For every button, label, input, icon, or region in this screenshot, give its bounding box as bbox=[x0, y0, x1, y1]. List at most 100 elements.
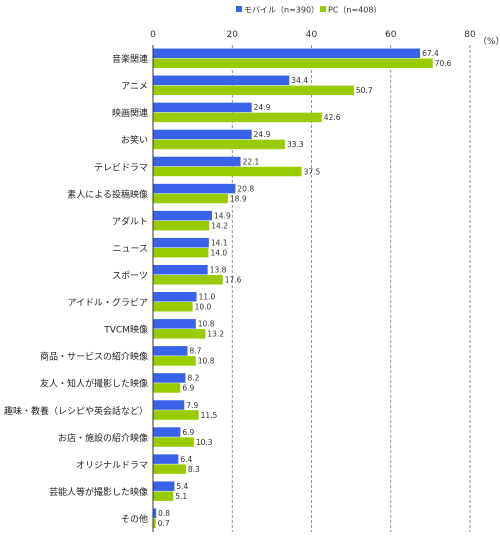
bar-mobile bbox=[153, 48, 421, 59]
x-tick-60: 60 bbox=[385, 30, 397, 40]
value-label-pc: 50.7 bbox=[356, 86, 373, 95]
bar-pc bbox=[153, 491, 174, 501]
bars: 67.470.6 34.4 50.7 24.9 42.6 24.9 33.3 22.1 37.5… bbox=[153, 48, 452, 528]
value-label-pc: 70.6 bbox=[435, 59, 452, 68]
bar-pc bbox=[153, 329, 206, 339]
value-label-mobile: 10.8 bbox=[198, 320, 215, 329]
value-label-mobile: 0.8 bbox=[158, 509, 170, 518]
category-label: 趣味・教養（レシピや英会話など） bbox=[4, 405, 148, 417]
value-label-pc: 14.0 bbox=[210, 248, 227, 257]
value-label-pc: 10.3 bbox=[196, 438, 213, 447]
value-label-pc: 6.9 bbox=[182, 384, 194, 393]
value-label-mobile: 6.9 bbox=[182, 428, 194, 437]
category-label: 友人・知人が撮影した映像 bbox=[40, 378, 148, 390]
category-label: アニメ bbox=[121, 82, 148, 92]
bar-mobile bbox=[153, 427, 181, 437]
bar-mobile bbox=[153, 102, 252, 113]
value-label-mobile: 8.7 bbox=[189, 347, 201, 356]
category-label: 商品・サービスの紹介映像 bbox=[40, 351, 148, 363]
bar-mobile bbox=[153, 454, 179, 464]
category-label: 音楽関連 bbox=[112, 53, 148, 65]
legend-label-1: PC（n=408） bbox=[328, 6, 381, 15]
bar-pc bbox=[153, 247, 209, 258]
bar-pc bbox=[153, 518, 156, 528]
bar-pc bbox=[153, 356, 196, 366]
bar-pc bbox=[153, 58, 433, 69]
bar-mobile bbox=[153, 75, 290, 86]
value-label-mobile: 24.9 bbox=[254, 103, 271, 112]
bar-mobile bbox=[153, 346, 188, 356]
value-label-mobile: 7.9 bbox=[186, 401, 198, 410]
bar-pc bbox=[153, 220, 210, 231]
bar-pc bbox=[153, 437, 194, 447]
category-label: お店・施設の紹介映像 bbox=[58, 432, 148, 444]
x-axis-ticks: 0 20 40 60 80 bbox=[150, 30, 476, 40]
bar-mobile bbox=[153, 237, 209, 248]
gridlines bbox=[231, 45, 471, 532]
value-label-pc: 5.1 bbox=[175, 492, 187, 501]
legend-label-0: モバイル（n=390） bbox=[244, 6, 319, 15]
value-label-mobile: 24.9 bbox=[254, 130, 271, 139]
bar-mobile bbox=[153, 481, 175, 491]
category-label: アダルト bbox=[112, 215, 148, 227]
bar-mobile bbox=[153, 129, 252, 140]
bar-mobile bbox=[153, 156, 241, 167]
bar-pc bbox=[153, 383, 181, 393]
value-label-pc: 10.0 bbox=[195, 303, 212, 312]
bar-mobile bbox=[153, 292, 197, 302]
category-label: TVCM映像 bbox=[103, 324, 148, 336]
category-label: テレビドラマ bbox=[94, 162, 148, 173]
value-label-pc: 14.2 bbox=[211, 221, 228, 230]
value-label-pc: 37.5 bbox=[304, 167, 321, 176]
x-tick-20: 20 bbox=[227, 30, 239, 40]
bar-pc bbox=[153, 166, 302, 177]
bar-pc bbox=[153, 302, 193, 312]
value-label-pc: 17.6 bbox=[225, 275, 242, 284]
bar-mobile bbox=[153, 319, 196, 329]
value-label-pc: 42.6 bbox=[324, 113, 341, 122]
legend-swatch-1 bbox=[320, 6, 326, 12]
unit-label: （%） bbox=[478, 36, 500, 47]
value-label-mobile: 5.4 bbox=[176, 482, 188, 491]
bar-mobile bbox=[153, 183, 236, 194]
legend-swatch-0 bbox=[236, 6, 242, 12]
value-label-pc: 18.9 bbox=[230, 194, 247, 203]
value-label-pc: 11.5 bbox=[201, 411, 218, 420]
value-label-mobile: 20.8 bbox=[237, 184, 254, 193]
bar-mobile bbox=[153, 508, 157, 518]
bar-pc bbox=[153, 139, 285, 150]
bar-mobile bbox=[153, 400, 185, 410]
category-label: お笑い bbox=[121, 134, 148, 146]
value-label-mobile: 22.1 bbox=[243, 157, 260, 166]
value-label-mobile: 67.4 bbox=[422, 49, 439, 58]
value-label-mobile: 6.4 bbox=[180, 455, 192, 464]
value-label-pc: 8.3 bbox=[188, 465, 200, 474]
value-label-pc: 10.8 bbox=[198, 357, 215, 366]
bar-pc bbox=[153, 193, 228, 204]
category-label: ニュース bbox=[112, 244, 148, 254]
x-tick-0: 0 bbox=[150, 30, 156, 40]
value-label-mobile: 8.2 bbox=[187, 374, 199, 383]
value-label-mobile: 11.0 bbox=[199, 293, 216, 302]
value-label-mobile: 34.4 bbox=[291, 76, 308, 85]
bar-pc bbox=[153, 464, 186, 474]
legend: モバイル（n=390） PC（n=408） bbox=[236, 6, 381, 15]
value-label-mobile: 13.8 bbox=[210, 265, 227, 274]
category-label: 芸能人等が撮影した映像 bbox=[49, 486, 148, 498]
bar-mobile bbox=[153, 373, 186, 383]
category-labels: 音楽関連アニメ映画関連お笑いテレビドラマ素人による投稿映像アダルトニューススポー… bbox=[4, 53, 148, 525]
value-label-pc: 33.3 bbox=[287, 140, 304, 149]
bar-pc bbox=[153, 85, 354, 96]
bar-pc bbox=[153, 274, 223, 285]
category-label: 素人による投稿映像 bbox=[67, 188, 148, 200]
category-label: その他 bbox=[121, 513, 148, 525]
bar-pc bbox=[153, 112, 322, 123]
bar-pc bbox=[153, 410, 199, 420]
category-label: アイドル・グラビア bbox=[67, 297, 148, 309]
bar-mobile bbox=[153, 210, 213, 221]
value-label-pc: 13.2 bbox=[207, 330, 224, 339]
category-label: 映画関連 bbox=[112, 107, 148, 119]
value-label-pc: 0.7 bbox=[158, 519, 170, 528]
category-label: スポーツ bbox=[112, 270, 148, 281]
